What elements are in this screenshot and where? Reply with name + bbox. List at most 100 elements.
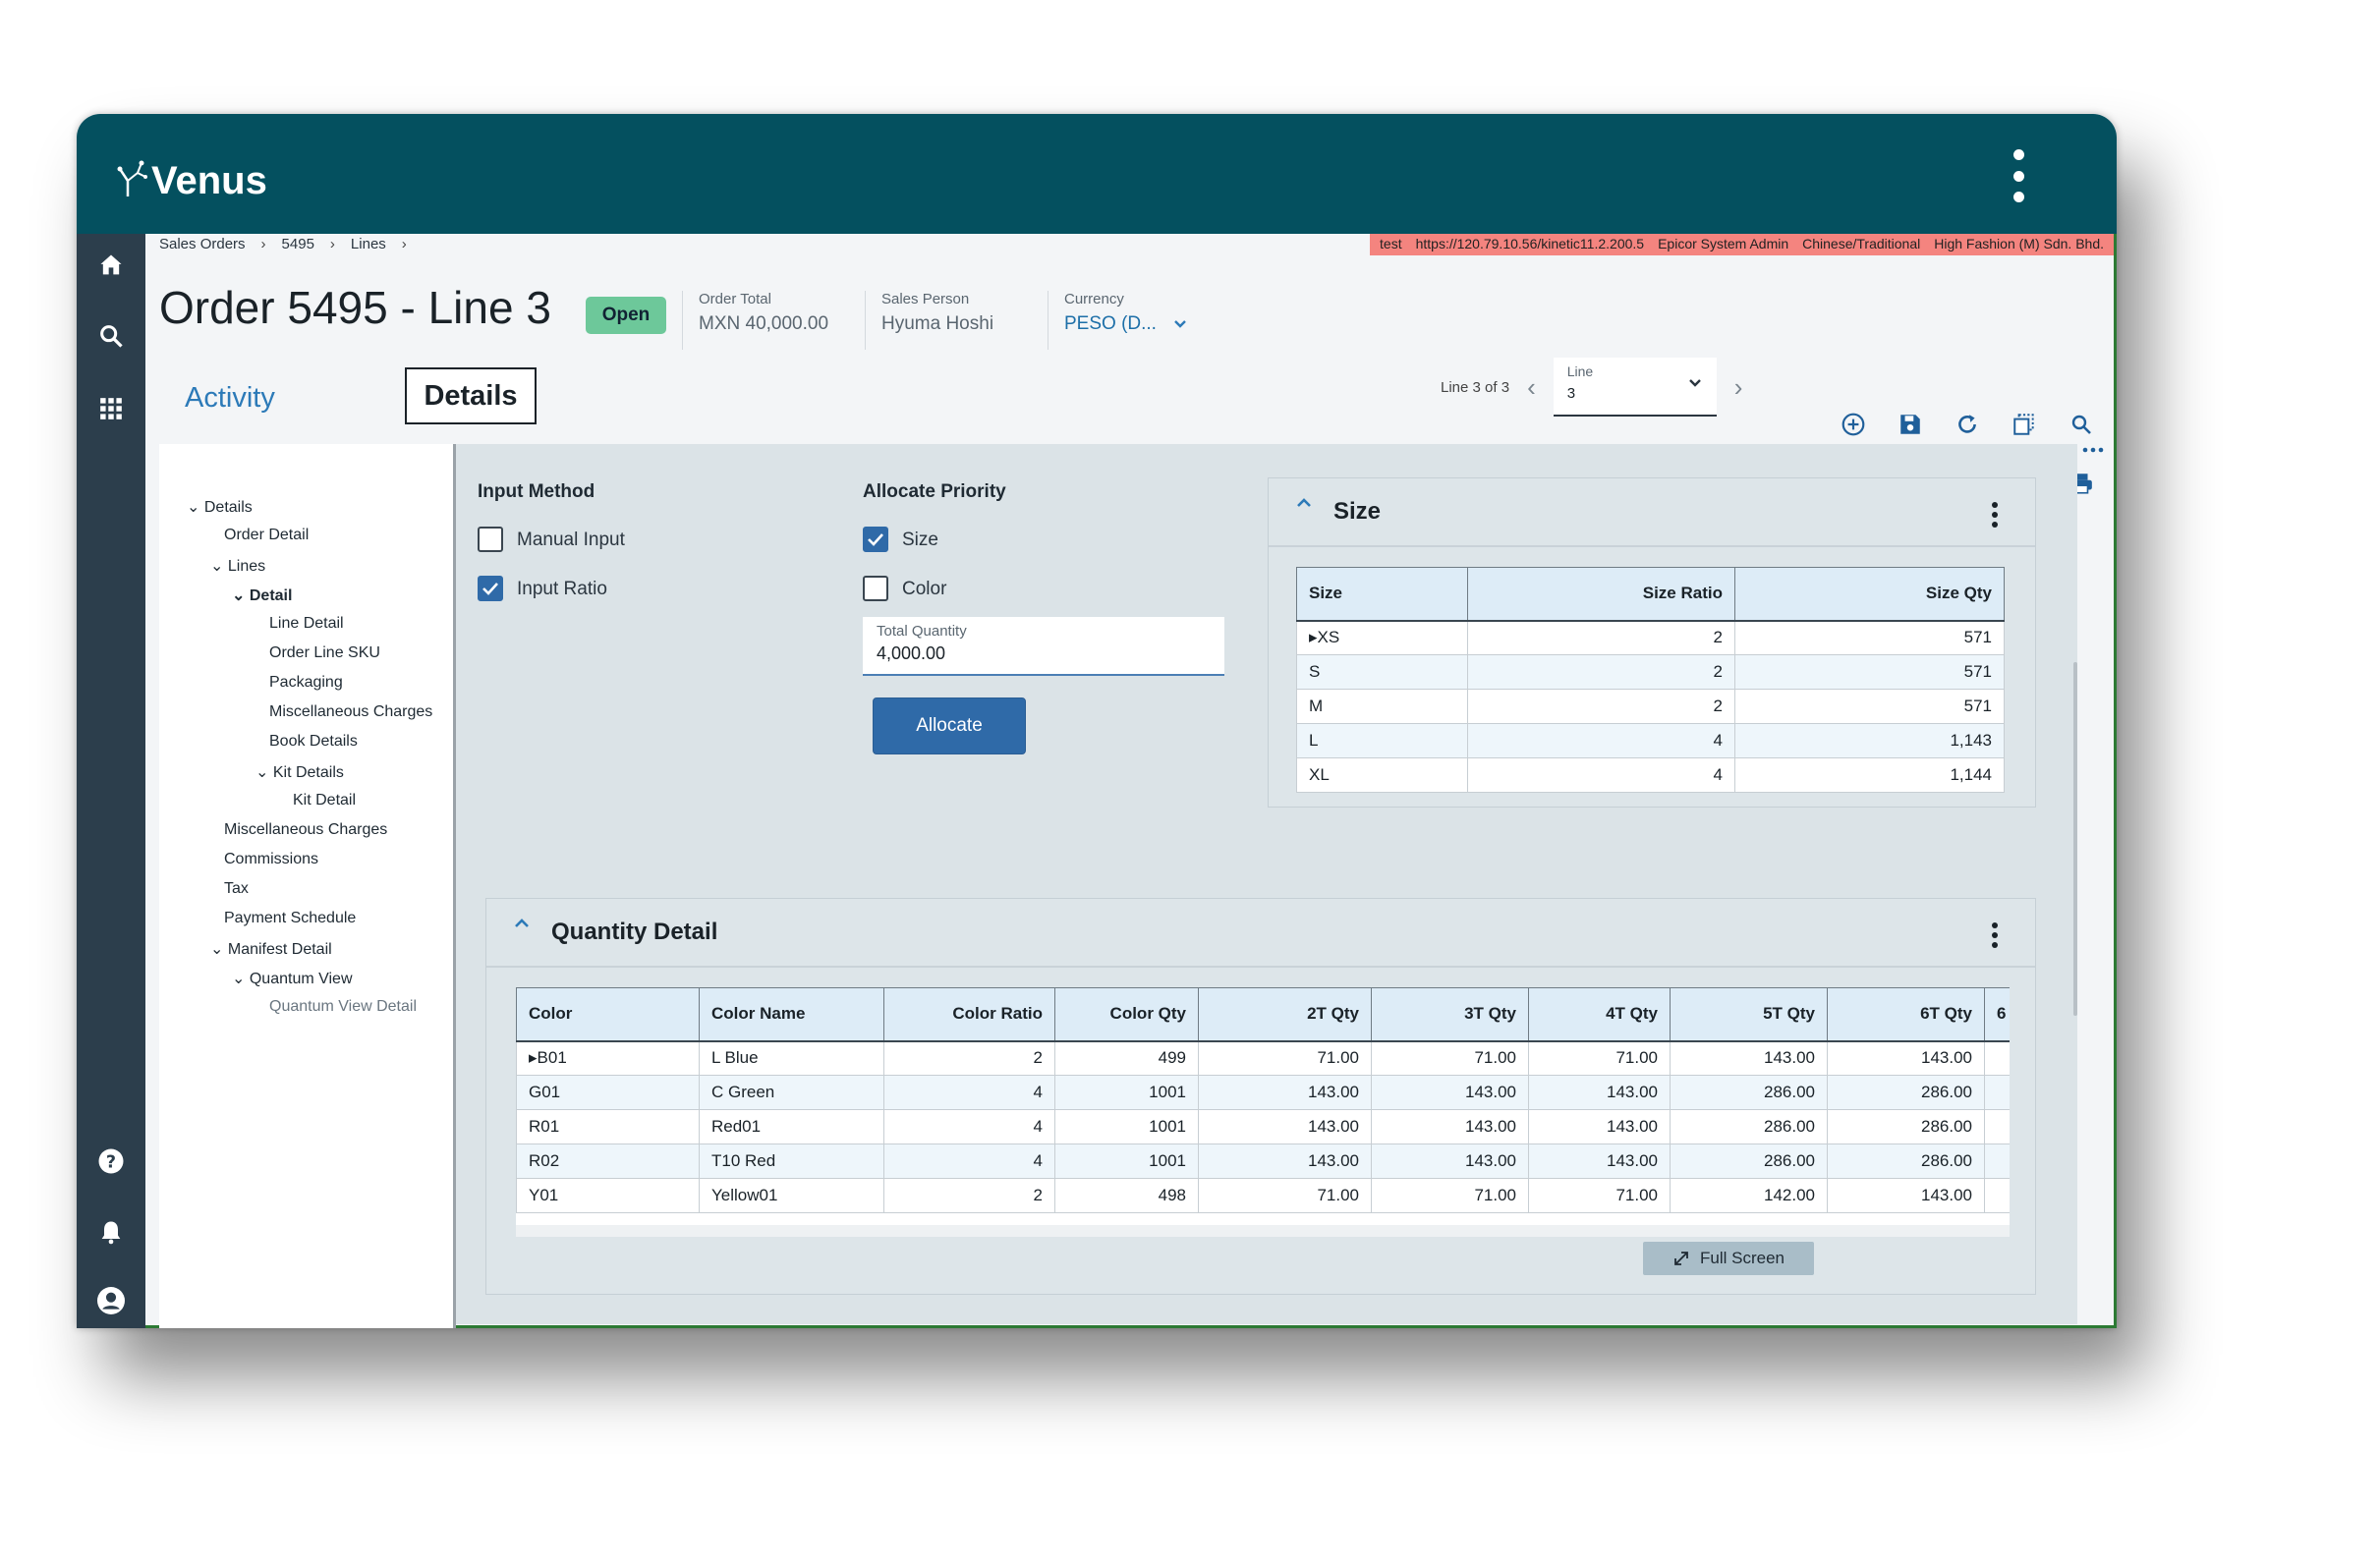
copy-icon[interactable] [2005,405,2044,444]
chevron-down-icon[interactable] [1687,377,1703,389]
qty-truncated-cell[interactable] [1984,1075,2010,1110]
home-icon[interactable] [91,246,131,285]
size-qty-cell[interactable]: 571 [1734,620,2005,655]
user-account-icon[interactable] [91,1281,131,1320]
breadcrumb-order[interactable]: 5495 [281,236,314,252]
chevron-down-icon[interactable]: ⌄ [232,587,246,604]
tree-item-tax[interactable]: Tax [224,880,249,898]
table-row[interactable]: ▸B01 L Blue 2 499 71.00 71.00 71.00 143.… [516,1040,2010,1076]
table-row[interactable]: S 2 571 [1296,654,2005,690]
size-ratio-cell[interactable]: 4 [1467,757,1735,793]
column-header-size-ratio[interactable]: Size Ratio [1467,567,1735,622]
tree-item-commissions[interactable]: Commissions [224,851,318,868]
color-ratio-cell[interactable]: 4 [883,1144,1055,1179]
column-header-color-name[interactable]: Color Name [699,987,884,1042]
tree-item-kit-detail[interactable]: Kit Detail [293,792,356,809]
size-cell[interactable]: XL [1296,757,1468,793]
qty-6t-cell[interactable]: 143.00 [1827,1178,1985,1213]
size-ratio-cell[interactable]: 2 [1467,654,1735,690]
previous-line-icon[interactable]: ‹ [1527,371,1536,402]
qty-3t-cell[interactable]: 143.00 [1371,1144,1529,1179]
chevron-down-icon[interactable] [1172,318,1188,330]
allocate-button[interactable]: Allocate [873,697,1026,754]
qty-6t-cell[interactable]: 286.00 [1827,1075,1985,1110]
quantity-panel-header[interactable]: Quantity Detail [486,899,2035,968]
chevron-down-icon[interactable]: ⌄ [255,764,269,781]
tree-item-detail[interactable]: ⌄ Detail [232,586,292,605]
breadcrumb-sales-orders[interactable]: Sales Orders [159,236,246,252]
qty-truncated-cell[interactable] [1984,1109,2010,1144]
size-ratio-cell[interactable]: 2 [1467,620,1735,655]
refresh-icon[interactable] [1948,405,1987,444]
column-header-5t-qty[interactable]: 5T Qty [1670,987,1828,1042]
column-header-2t-qty[interactable]: 2T Qty [1198,987,1372,1042]
qty-5t-cell[interactable]: 142.00 [1670,1178,1828,1213]
qty-6t-cell[interactable]: 286.00 [1827,1144,1985,1179]
qty-2t-cell[interactable]: 71.00 [1198,1040,1372,1076]
qty-truncated-cell[interactable] [1984,1178,2010,1213]
tree-item-order-detail[interactable]: Order Detail [224,527,309,544]
color-name-cell[interactable]: Yellow01 [699,1178,884,1213]
qty-3t-cell[interactable]: 71.00 [1371,1178,1529,1213]
table-row[interactable]: M 2 571 [1296,689,2005,724]
qty-4t-cell[interactable]: 143.00 [1528,1144,1671,1179]
tree-item-lines[interactable]: ⌄ Lines [210,556,265,576]
qty-6t-cell[interactable]: 286.00 [1827,1109,1985,1144]
qty-5t-cell[interactable]: 286.00 [1670,1109,1828,1144]
size-qty-cell[interactable]: 1,143 [1734,723,2005,758]
size-panel-header[interactable]: Size [1269,478,2035,547]
quantity-panel-menu-button[interactable] [1992,922,2000,948]
color-cell[interactable]: G01 [516,1075,700,1110]
tree-item-quantum-view-detail[interactable]: Quantum View Detail [269,998,417,1016]
horizontal-scrollbar[interactable] [516,1225,2010,1237]
qty-truncated-cell[interactable] [1984,1040,2010,1076]
table-row[interactable]: L 4 1,143 [1296,723,2005,758]
color-qty-cell[interactable]: 1001 [1054,1109,1199,1144]
tree-item-order-line-sku[interactable]: Order Line SKU [269,644,380,662]
color-cell[interactable]: ▸B01 [516,1040,700,1076]
search-icon[interactable] [91,316,131,356]
table-row[interactable]: R02 T10 Red 4 1001 143.00 143.00 143.00 … [516,1144,2010,1179]
tree-item-book-details[interactable]: Book Details [269,733,358,751]
size-qty-cell[interactable]: 1,144 [1734,757,2005,793]
tree-item-details[interactable]: ⌄ Details [187,497,253,517]
breadcrumb-lines[interactable]: Lines [350,236,386,252]
size-cell[interactable]: M [1296,689,1468,724]
column-header-color-qty[interactable]: Color Qty [1054,987,1199,1042]
qty-2t-cell[interactable]: 143.00 [1198,1075,1372,1110]
tree-item-payment-schedule[interactable]: Payment Schedule [224,910,356,927]
column-header-6t-qty[interactable]: 6T Qty [1827,987,1985,1042]
row-selected-cell[interactable]: ▸XS [1296,620,1468,655]
color-name-cell[interactable]: L Blue [699,1040,884,1076]
color-priority-checkbox[interactable] [863,576,888,601]
size-cell[interactable]: S [1296,654,1468,690]
chevron-up-icon[interactable] [1294,496,1314,510]
column-header-truncated[interactable]: 6 [1984,987,2010,1042]
qty-2t-cell[interactable]: 143.00 [1198,1109,1372,1144]
more-icon[interactable] [2073,430,2113,470]
column-header-size[interactable]: Size [1296,567,1468,622]
size-ratio-cell[interactable]: 2 [1467,689,1735,724]
qty-4t-cell[interactable]: 143.00 [1528,1109,1671,1144]
save-icon[interactable] [1891,405,1930,444]
qty-5t-cell[interactable]: 143.00 [1670,1040,1828,1076]
size-cell[interactable]: L [1296,723,1468,758]
next-line-icon[interactable]: › [1733,371,1743,402]
size-qty-cell[interactable]: 571 [1734,689,2005,724]
color-ratio-cell[interactable]: 2 [883,1178,1055,1213]
qty-2t-cell[interactable]: 71.00 [1198,1178,1372,1213]
vertical-scrollbar[interactable] [2073,662,2077,1016]
color-name-cell[interactable]: C Green [699,1075,884,1110]
size-qty-cell[interactable]: 571 [1734,654,2005,690]
qty-truncated-cell[interactable] [1984,1144,2010,1179]
tree-item-misc-charges[interactable]: Miscellaneous Charges [224,821,387,839]
color-qty-cell[interactable]: 499 [1054,1040,1199,1076]
tab-activity[interactable]: Activity [185,382,275,414]
table-row[interactable]: R01 Red01 4 1001 143.00 143.00 143.00 28… [516,1109,2010,1144]
currency-value[interactable]: PESO (D... [1064,313,1157,334]
color-qty-cell[interactable]: 1001 [1054,1075,1199,1110]
color-cell[interactable]: Y01 [516,1178,700,1213]
table-row[interactable]: XL 4 1,144 [1296,757,2005,793]
chevron-up-icon[interactable] [512,917,532,930]
tree-item-misc-charges-line[interactable]: Miscellaneous Charges [269,703,432,721]
